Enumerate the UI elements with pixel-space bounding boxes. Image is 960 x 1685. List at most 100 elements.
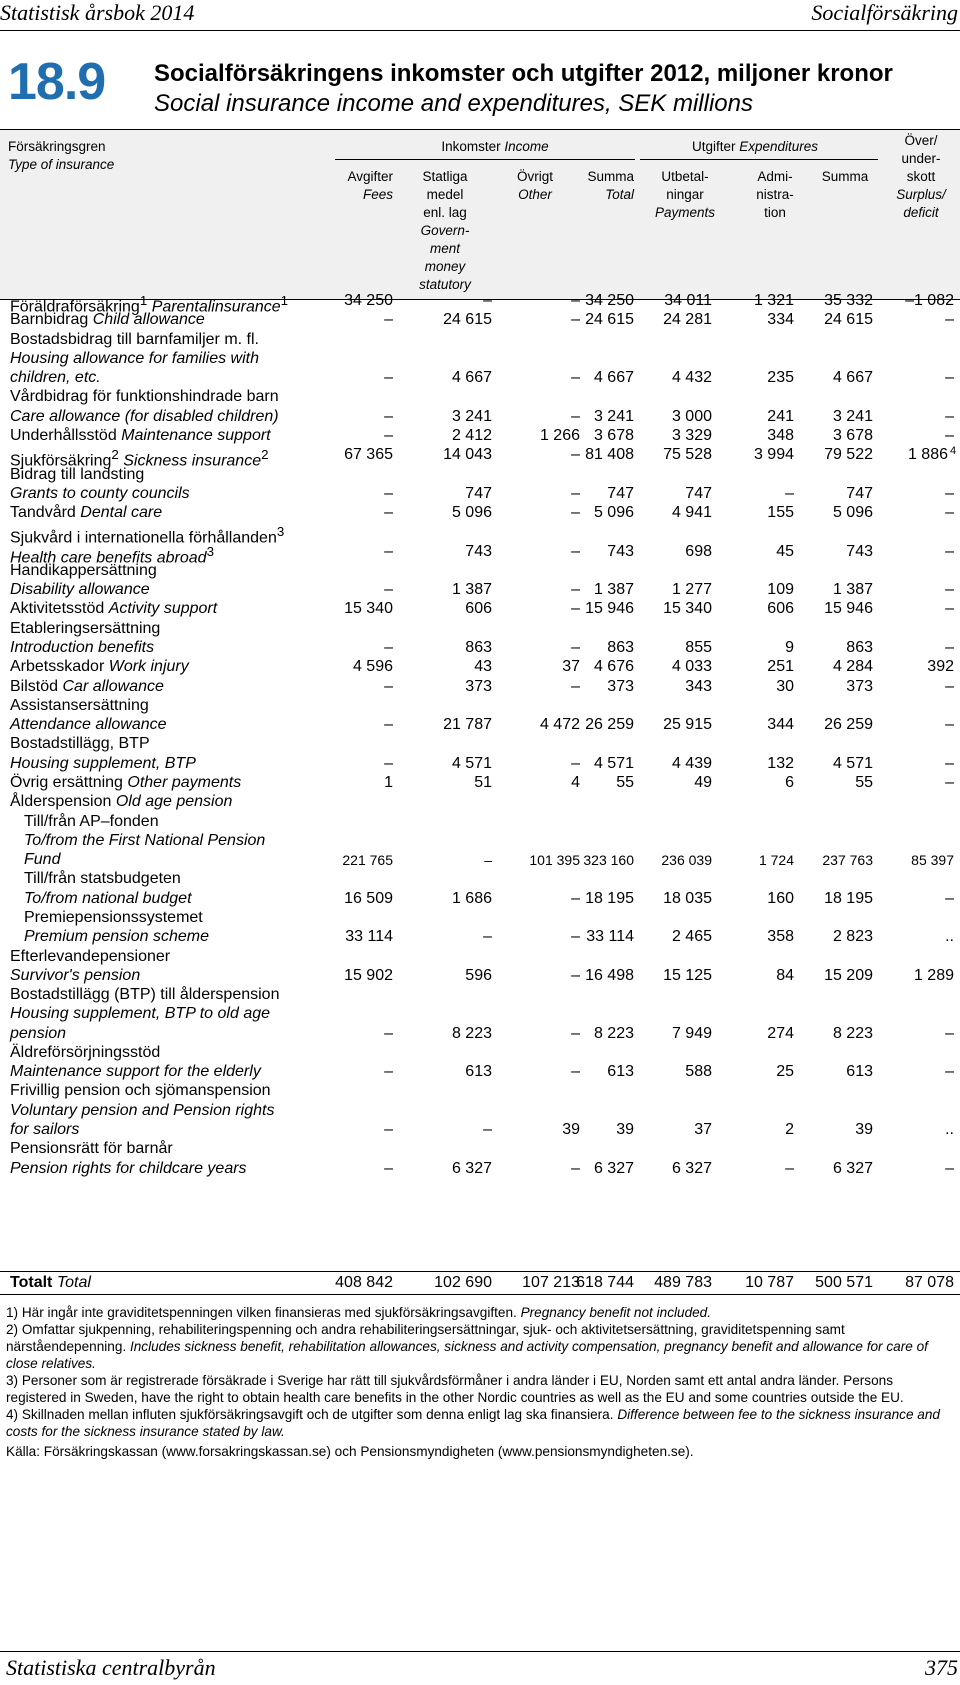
table-cell: 4 xyxy=(571,774,580,791)
row-label-sv: Bostadsbidrag till barnfamiljer m. fl. xyxy=(10,330,259,348)
table-cell: 4 571 xyxy=(832,754,873,772)
row-label: Arbetsskador Work injury xyxy=(10,657,330,678)
table-cell: 1 321 xyxy=(753,292,794,309)
table-cell: – xyxy=(571,407,580,425)
table-cell: – xyxy=(945,542,954,560)
table-row: Bidrag till landsting xyxy=(0,465,960,484)
table-cell: .. xyxy=(945,928,954,946)
footnote-1: 1) Här ingår inte graviditetspenningen v… xyxy=(6,1305,712,1320)
table-row: Till/från AP–fonden xyxy=(0,812,960,831)
table-cell: 4 596 xyxy=(352,658,393,676)
table-cell: 18 195 xyxy=(824,889,873,907)
row-label-sv: Frivillig pension och sjömanspension xyxy=(10,1082,271,1100)
row-label: Ålderspension Old age pension xyxy=(10,792,330,813)
table-row: Vårdbidrag för funktionshindrade barn xyxy=(0,387,960,406)
table-cell: 1 387 xyxy=(451,581,492,599)
table-row: Voluntary pension and Pension rights xyxy=(0,1101,960,1120)
table-cell: 24 281 xyxy=(663,311,712,329)
row-label-en: Other payments xyxy=(127,774,242,791)
table-cell: 49 xyxy=(694,774,712,791)
row-label: Maintenance support for the elderly xyxy=(10,1062,330,1083)
row-label: children, etc. xyxy=(10,368,330,389)
row-label-sv: Ålderspension xyxy=(10,793,112,811)
table-cell: 606 xyxy=(465,600,492,618)
row-label-sv: Etableringsersättning xyxy=(10,619,161,637)
row-label-en: Housing allowance for families with xyxy=(10,349,259,367)
row-label-en: Car allowance xyxy=(62,677,164,695)
table-cell: – xyxy=(384,1159,393,1177)
table-cell: 613 xyxy=(846,1063,873,1081)
row-label-en: Voluntary pension and Pension rights xyxy=(10,1101,275,1119)
surplus-header-sv1: Över/ xyxy=(904,133,938,148)
table-cell: 1 xyxy=(384,774,393,791)
table-cell: 160 xyxy=(767,889,794,907)
income-sum-header-sv: Summa xyxy=(587,169,634,184)
table-cell: 34 250 xyxy=(344,292,393,309)
running-header-left: Statistisk årsbok 2014 xyxy=(0,0,195,25)
row-label-sv: Premiepensionssystemet xyxy=(24,908,203,926)
table-cell: 15 946 xyxy=(824,600,873,618)
table-cell: – xyxy=(384,407,393,425)
row-label: Premium pension scheme xyxy=(24,927,344,948)
table-row: Handikappersättning xyxy=(0,561,960,580)
row-label-en: Child allowance xyxy=(92,311,205,329)
table-cell: – xyxy=(571,1063,580,1081)
table-cell: 588 xyxy=(685,1063,712,1081)
table-cell: 3 994 xyxy=(753,446,794,464)
row-label: Disability allowance xyxy=(10,580,330,601)
table-cell: 4 571 xyxy=(593,754,634,772)
table-row: Health care benefits abroad3 – 743 – 743 698 4… xyxy=(0,542,960,566)
table-row: Premiepensionssystemet xyxy=(0,908,960,927)
table-cell: 24 615 xyxy=(443,311,492,329)
table-cell: 26 259 xyxy=(824,716,873,734)
table-cell: – xyxy=(785,1159,794,1177)
row-label-sv: Underhållsstöd xyxy=(10,426,117,444)
row-label: Survivor's pension xyxy=(10,966,330,987)
row-label-en: Sickness insurance xyxy=(123,452,262,470)
income-group-rule xyxy=(335,159,635,160)
footnote-ref: 3 xyxy=(206,543,214,559)
row-label-sv: Aktivitetsstöd xyxy=(10,600,105,618)
table-cell: 6 327 xyxy=(832,1159,873,1177)
table-row: Housing supplement, BTP to old age xyxy=(0,1004,960,1023)
row-label: Bostadstillägg (BTP) till ålderspension xyxy=(10,985,330,1006)
table-cell: 39 xyxy=(855,1121,873,1139)
table-cell: – xyxy=(945,311,954,329)
table-cell: 743 xyxy=(846,542,873,560)
footnote-ref: 1 xyxy=(280,293,289,308)
row-label: Bilstöd Car allowance xyxy=(10,677,330,698)
table-cell: – xyxy=(384,504,393,522)
table-cell: 235 xyxy=(767,369,794,387)
table-cell: 323 160 xyxy=(583,852,634,869)
table-cell: – xyxy=(945,754,954,772)
total-cell: 618 744 xyxy=(576,1274,634,1291)
row-label-sv: Tandvård xyxy=(10,504,76,522)
table-cell: – xyxy=(945,581,954,599)
table-cell: 3 678 xyxy=(832,426,873,444)
table-row: Äldreförsörjningsstöd xyxy=(0,1043,960,1062)
table-cell: 4 667 xyxy=(451,369,492,387)
row-label: Vårdbidrag för funktionshindrade barn xyxy=(10,387,330,408)
table-row: Till/från statsbudgeten xyxy=(0,869,960,888)
table-cell: – xyxy=(384,1063,393,1081)
table-cell: 1 724 xyxy=(758,852,794,869)
table-cell: 34 250 xyxy=(585,292,634,309)
table-cell: – xyxy=(945,600,954,618)
table-cell: – xyxy=(384,716,393,734)
table-cell: – xyxy=(945,774,954,791)
table-row: Tandvård Dental care –5 096–5 096 4 941 155… xyxy=(0,503,960,522)
table-cell: 85 397 xyxy=(911,852,954,869)
row-label: Assistansersättning xyxy=(10,696,330,717)
payments-header-en: Payments xyxy=(654,205,716,220)
table-cell: 18 195 xyxy=(585,889,634,907)
table-row: Housing supplement, BTP –4 571–4 571 4 439… xyxy=(0,754,960,773)
row-label-en: Fund xyxy=(24,851,61,869)
table-cell: – xyxy=(384,484,393,502)
table-cell: 863 xyxy=(607,639,634,657)
table-cell: – xyxy=(571,754,580,772)
table-cell: 67 365 xyxy=(344,446,393,464)
table-cell: – xyxy=(571,639,580,657)
table-cell: 35 332 xyxy=(824,292,873,309)
table-cell: – xyxy=(384,754,393,772)
table-cell: 5 096 xyxy=(593,504,634,522)
